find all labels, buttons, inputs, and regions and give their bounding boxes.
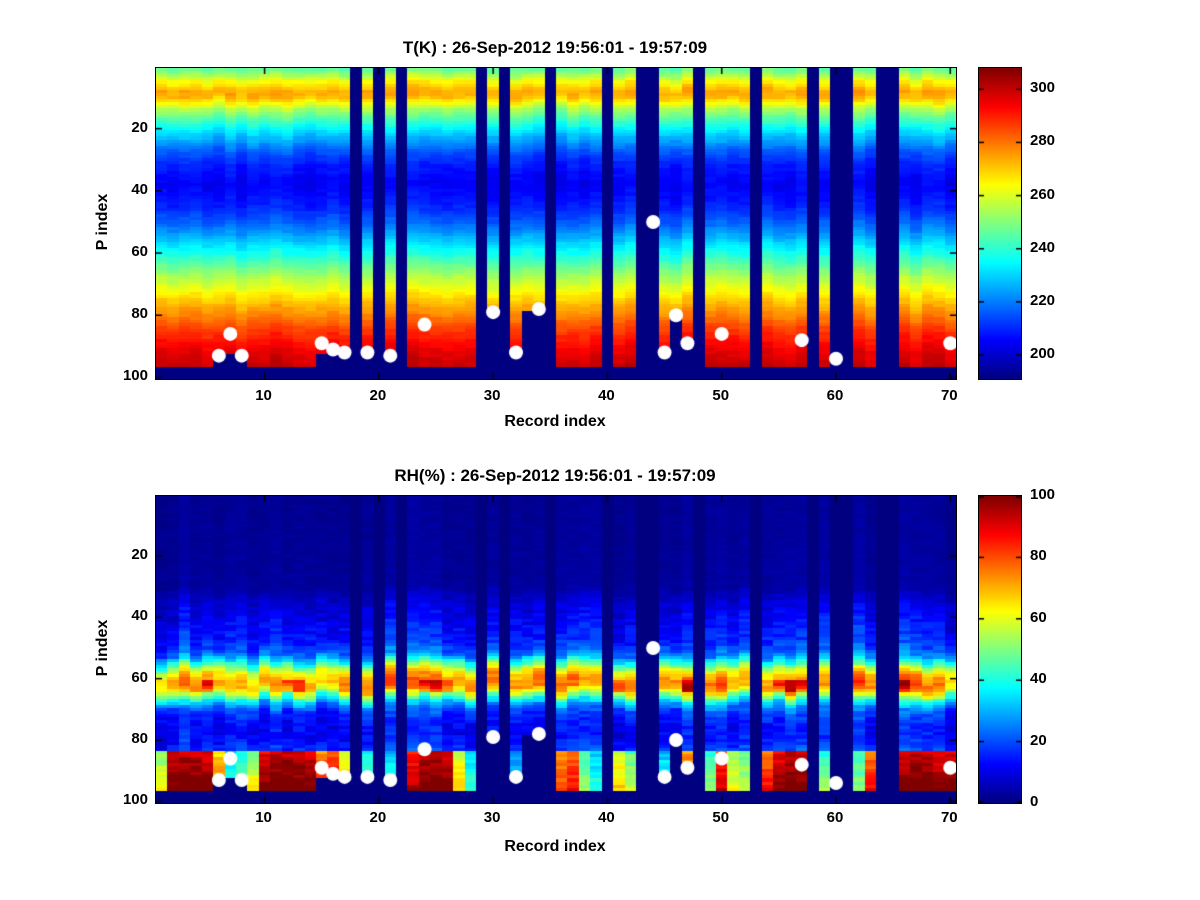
x-tick-label: 40 <box>598 387 615 404</box>
x-tick-label: 30 <box>483 809 501 826</box>
x-tick-label: 30 <box>483 387 501 404</box>
x-tick-label: 10 <box>255 387 272 404</box>
colorbar-tick-label: 0 <box>1030 793 1039 810</box>
colorbar-tick-label: 280 <box>1030 132 1056 150</box>
x-tick-label: 50 <box>712 387 730 404</box>
y-tick-label: 40 <box>131 607 148 625</box>
temperature-x-axis-label: Record index <box>504 413 606 430</box>
x-tick-label: 20 <box>369 809 387 826</box>
colorbar-tick-label: 80 <box>1030 547 1047 565</box>
y-tick-label: 80 <box>131 730 148 748</box>
colorbar-tick-label: 100 <box>1030 486 1056 503</box>
y-tick-label: 80 <box>131 305 148 323</box>
y-tick-label: 100 <box>122 367 148 385</box>
x-tick-label: 50 <box>712 809 730 826</box>
colorbar-tick-label: 60 <box>1030 608 1047 626</box>
humidity-y-axis-label: P index <box>94 619 111 677</box>
y-tick-label: 100 <box>122 791 148 809</box>
colorbar-tick-label: 260 <box>1030 185 1056 203</box>
colorbar-tick-label: 40 <box>1030 670 1047 688</box>
colorbar-tick-label: 300 <box>1030 79 1056 97</box>
temperature-heatmap-canvas <box>155 67 957 380</box>
colorbar-tick-label: 240 <box>1030 238 1056 256</box>
y-tick-label: 60 <box>131 243 148 261</box>
humidity-x-axis-label: Record index <box>504 838 606 855</box>
colorbar-tick-label: 220 <box>1030 291 1056 309</box>
humidity-colorbar <box>978 495 1022 804</box>
humidity-heatmap-canvas <box>155 495 957 804</box>
temperature-colorbar <box>978 67 1022 380</box>
y-tick-label: 20 <box>131 118 148 136</box>
x-tick-label: 10 <box>255 809 272 826</box>
humidity-title: RH(%) : 26-Sep-2012 19:56:01 - 19:57:09 <box>394 466 716 485</box>
colorbar-tick-label: 20 <box>1030 731 1047 749</box>
temperature-title: T(K) : 26-Sep-2012 19:56:01 - 19:57:09 <box>402 38 708 57</box>
y-tick-label: 60 <box>131 668 148 686</box>
x-tick-label: 20 <box>369 387 387 404</box>
x-tick-label: 70 <box>940 809 958 826</box>
x-tick-label: 40 <box>598 809 615 826</box>
y-tick-label: 20 <box>131 545 148 563</box>
x-tick-label: 60 <box>826 387 844 404</box>
x-tick-label: 70 <box>940 387 958 404</box>
y-tick-label: 40 <box>131 180 148 198</box>
x-tick-label: 60 <box>826 809 844 826</box>
temperature-y-axis-label: P index <box>94 193 111 251</box>
colorbar-tick-label: 200 <box>1030 345 1056 363</box>
